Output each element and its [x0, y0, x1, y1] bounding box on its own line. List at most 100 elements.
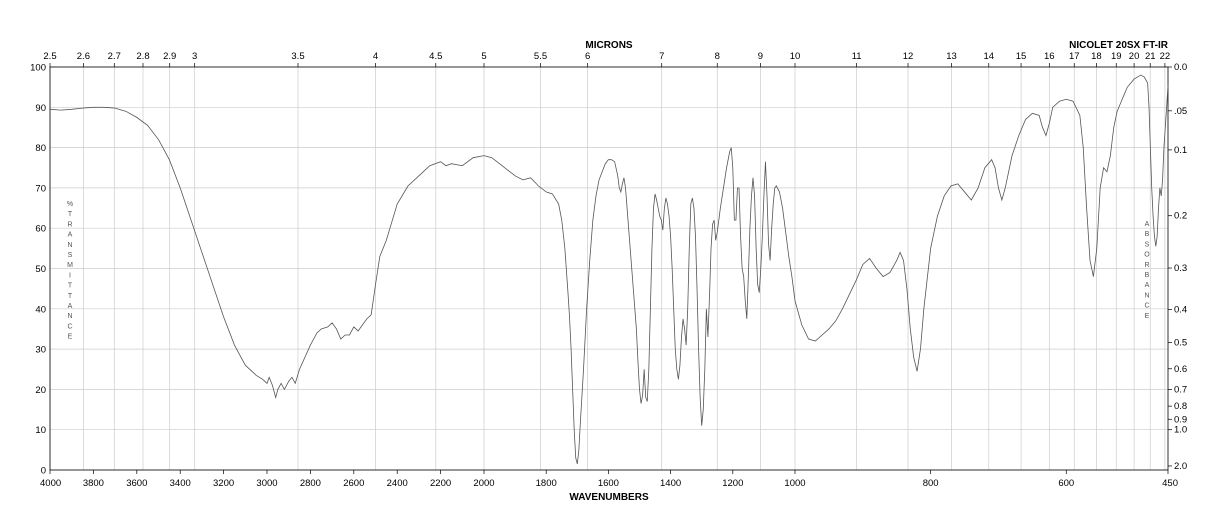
y-tick-label: 100	[30, 63, 46, 74]
x-top-tick-label: 4	[373, 51, 378, 62]
right-axis-title-letter: C	[1144, 303, 1149, 310]
y-axis-title-letter: S	[68, 252, 73, 259]
spectrum-line	[49, 74, 1169, 465]
x-bottom-tick-label: 1000	[784, 478, 805, 489]
top-axis-title: MICRONS	[585, 40, 633, 51]
x-top-tick-label: 18	[1091, 51, 1102, 62]
x-bottom-tick-label: 1400	[660, 478, 681, 489]
y-tick-label: 60	[35, 224, 46, 235]
y-axis-title-letter: A	[68, 232, 73, 239]
y-right-tick-label: 0.8	[1174, 401, 1187, 412]
x-top-tick-label: 10	[790, 51, 801, 62]
y-right-tick-label: 0.6	[1174, 364, 1187, 375]
x-bottom-tick-label: 3200	[213, 478, 234, 489]
x-top-tick-label: 8	[715, 51, 720, 62]
x-bottom-tick-label: 3600	[126, 478, 147, 489]
y-axis-title-letter: N	[67, 313, 72, 320]
x-top-tick-label: 4.5	[429, 51, 442, 62]
right-axis-title-letter: B	[1145, 231, 1150, 238]
x-bottom-tick-label: 2200	[430, 478, 451, 489]
y-right-tick-label: 0.1	[1174, 145, 1187, 156]
y-axis-title-letter: I	[69, 272, 71, 279]
x-bottom-tick-label: 4000	[40, 478, 61, 489]
y-tick-label: 20	[35, 385, 46, 396]
x-top-tick-label: 17	[1069, 51, 1080, 62]
y-right-tick-label: 0.3	[1174, 263, 1187, 274]
y-axis-title-letter: M	[67, 262, 73, 269]
x-top-tick-label: 5.5	[534, 51, 547, 62]
x-top-tick-label: 2.6	[77, 51, 90, 62]
x-top-tick-label: 12	[903, 51, 914, 62]
x-top-tick-label: 13	[946, 51, 957, 62]
right-axis-title-letter: N	[1144, 292, 1149, 299]
x-top-tick-label: 21	[1145, 51, 1156, 62]
x-bottom-tick-label: 2000	[473, 478, 494, 489]
x-top-tick-label: 9	[758, 51, 763, 62]
y-tick-label: 80	[35, 143, 46, 154]
x-top-tick-label: 22	[1160, 51, 1171, 62]
y-axis-title-letter: T	[68, 283, 73, 290]
x-bottom-tick-label: 2800	[300, 478, 321, 489]
y-tick-label: 70	[35, 183, 46, 194]
y-axis-title-letter: T	[68, 293, 73, 300]
x-bottom-tick-label: 800	[923, 478, 939, 489]
right-axis-title-letter: A	[1145, 221, 1150, 228]
y-right-tick-label: 0.7	[1174, 385, 1187, 396]
y-tick-label: 0	[41, 466, 46, 477]
y-tick-label: 50	[35, 264, 46, 275]
y-right-tick-label: 0.4	[1174, 305, 1187, 316]
x-top-tick-label: 2.5	[43, 51, 56, 62]
y-right-tick-label: 0.2	[1174, 211, 1187, 222]
y-tick-label: 40	[35, 304, 46, 315]
y-axis-title-letter: N	[67, 242, 72, 249]
x-bottom-tick-label: 1600	[598, 478, 619, 489]
x-top-tick-label: 6	[585, 51, 590, 62]
right-axis-title-letter: S	[1145, 241, 1150, 248]
x-top-tick-label: 19	[1111, 51, 1122, 62]
y-right-tick-label: 0.0	[1174, 62, 1187, 73]
x-bottom-tick-label: 3400	[170, 478, 191, 489]
grid-lines	[49, 66, 1168, 471]
x-top-tick-label: 2.7	[108, 51, 121, 62]
y-axis-title-letter: R	[67, 221, 72, 228]
x-top-tick-label: 5	[481, 51, 486, 62]
y-axis-title-letter: A	[68, 303, 73, 310]
y-axis-title-letter: C	[67, 323, 72, 330]
x-top-tick-label: 16	[1044, 51, 1055, 62]
right-axis-title-letter: R	[1144, 262, 1149, 269]
x-bottom-tick-label: 2600	[343, 478, 364, 489]
x-top-tick-label: 14	[983, 51, 994, 62]
x-top-tick-label: 3	[192, 51, 197, 62]
y-right-tick-label: 2.0	[1174, 461, 1187, 472]
x-bottom-tick-label: 450	[1162, 478, 1178, 489]
y-right-tick-label: 0.9	[1174, 414, 1187, 425]
right-axis-title-letter: O	[1144, 252, 1150, 259]
y-axis-title-letter: %	[67, 201, 73, 208]
x-top-tick-label: 7	[659, 51, 664, 62]
x-bottom-tick-label: 2400	[387, 478, 408, 489]
plot-frame	[49, 66, 1169, 471]
instrument-label: NICOLET 20SX FT-IR	[1069, 40, 1169, 51]
x-top-tick-label: 2.9	[163, 51, 176, 62]
x-bottom-tick-label: 600	[1058, 478, 1074, 489]
x-top-tick-label: 20	[1129, 51, 1140, 62]
y-right-tick-label: .05	[1174, 106, 1187, 117]
y-tick-label: 90	[35, 103, 46, 114]
y-axis-title-letter: E	[68, 334, 73, 341]
x-top-tick-label: 3.5	[291, 51, 304, 62]
x-top-tick-label: 11	[852, 51, 862, 62]
x-bottom-tick-label: 1800	[536, 478, 557, 489]
x-bottom-tick-label: 3000	[256, 478, 277, 489]
right-axis-title-letter: E	[1145, 313, 1150, 320]
right-axis-title-letter: B	[1145, 272, 1150, 279]
y-tick-label: 10	[35, 425, 46, 436]
x-bottom-tick-label: 3800	[83, 478, 104, 489]
y-right-tick-label: 0.5	[1174, 338, 1187, 349]
right-axis-title-letter: A	[1145, 282, 1150, 289]
y-right-tick-label: 1.0	[1174, 425, 1187, 436]
x-top-tick-label: 2.8	[136, 51, 149, 62]
